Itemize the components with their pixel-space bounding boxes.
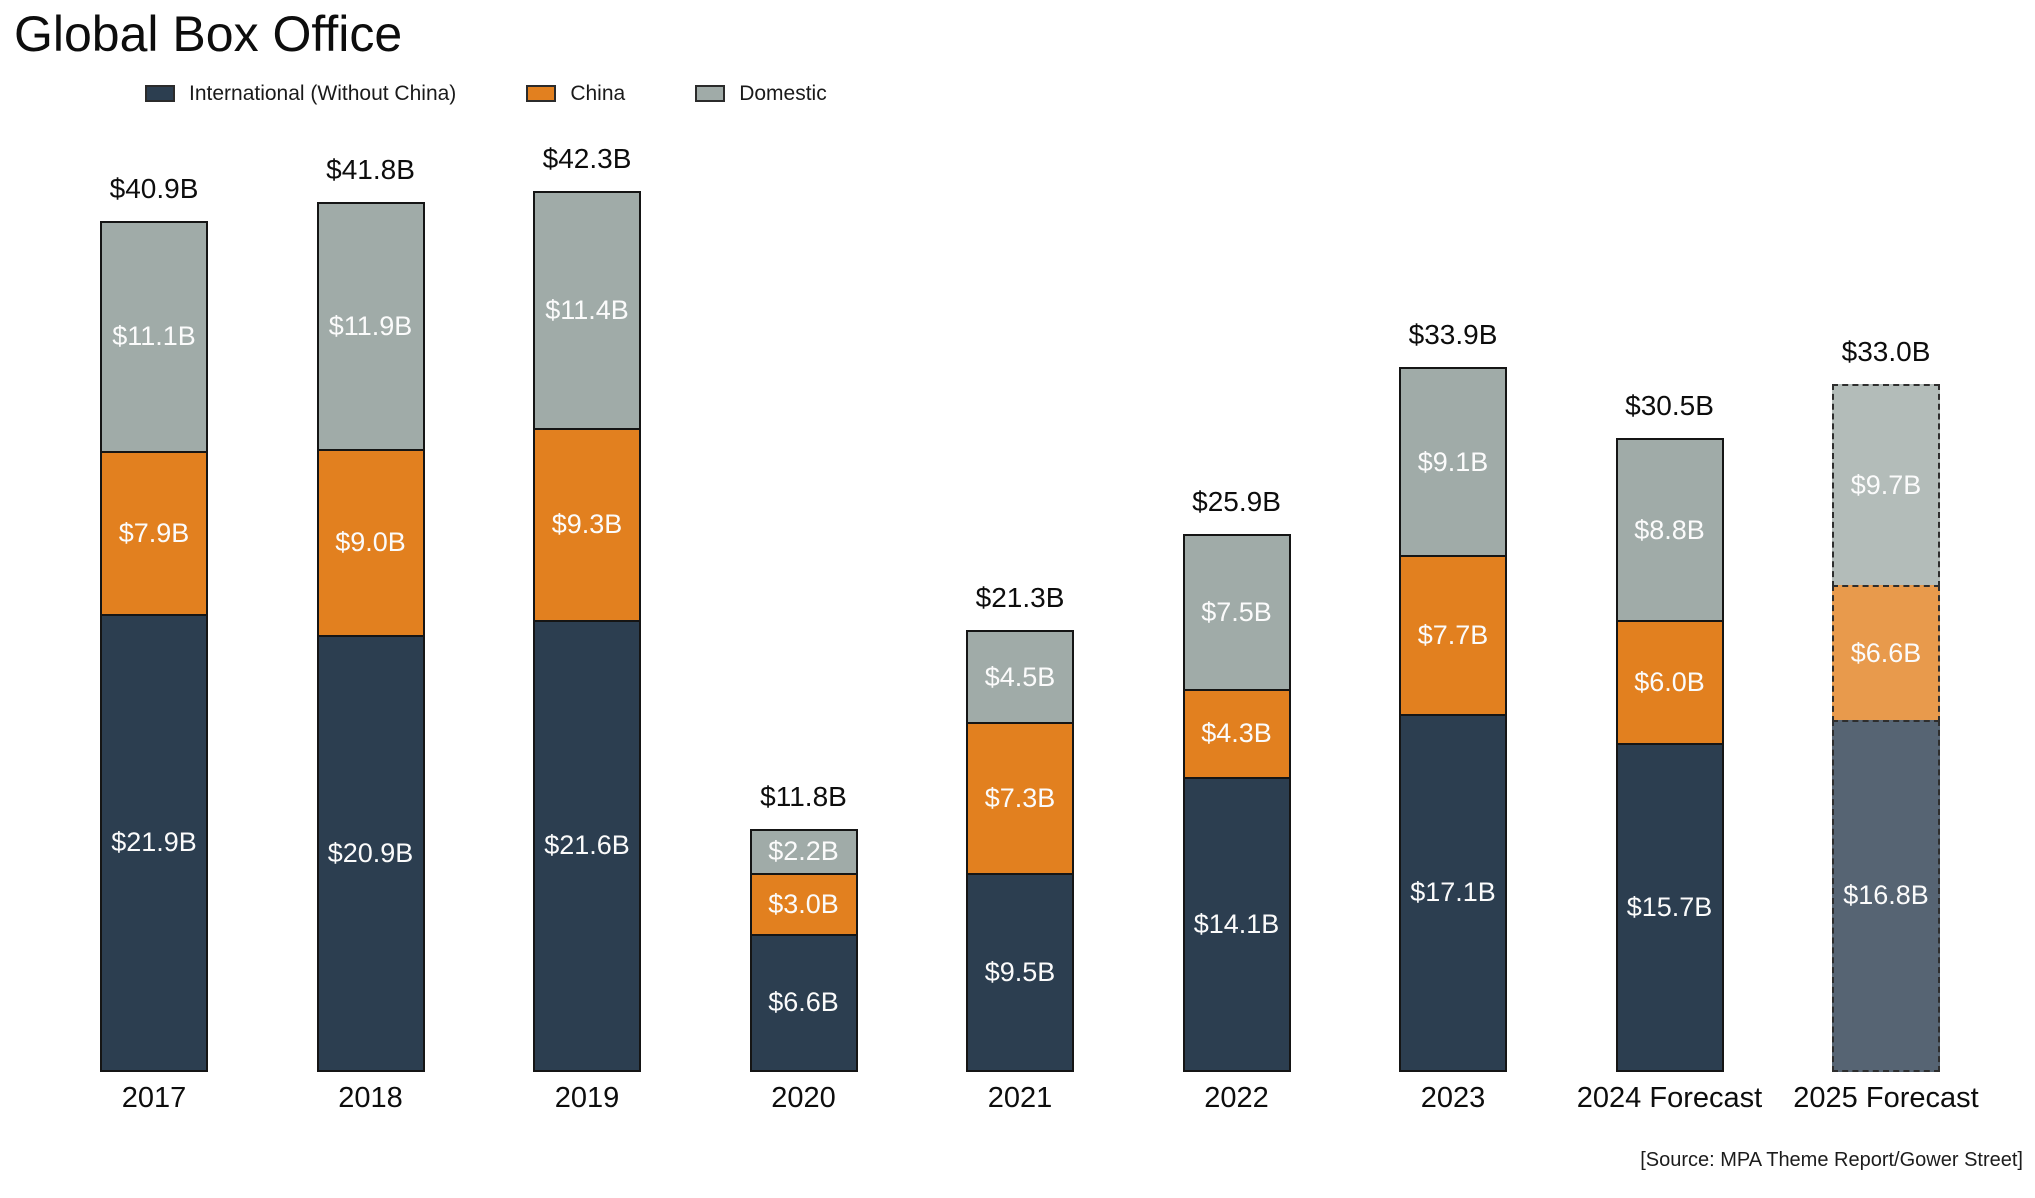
segment-china: $7.7B: [1399, 555, 1507, 717]
segment-china: $4.3B: [1182, 688, 1291, 779]
segment-china: $9.3B: [533, 427, 641, 623]
segment-domestic: $9.7B: [1832, 383, 1940, 587]
segment-domestic: $8.8B: [1615, 438, 1724, 623]
legend-item: China: [526, 82, 625, 106]
legend-swatch-china: [526, 85, 557, 102]
segment-international: $16.8B: [1832, 720, 1940, 1072]
segment-domestic: $11.4B: [533, 191, 641, 430]
segment-domestic: $2.2B: [749, 828, 858, 875]
segment-china: $7.9B: [100, 450, 208, 616]
segment-domestic: $4.5B: [966, 630, 1074, 725]
stacked-bar-chart: $40.9B $11.1B $7.9B $21.9B 2017 $41.8B $11.9B $…: [0, 110, 2035, 1118]
bar-total-label: $40.9B: [109, 172, 199, 204]
x-axis-label: 2024 Forecast: [1576, 1081, 1763, 1114]
x-axis-label: 2023: [1420, 1081, 1486, 1114]
bar-column-2019: $42.3B $11.4B $9.3B $21.6B 2019: [533, 143, 641, 1117]
segment-international: $9.5B: [966, 873, 1074, 1072]
segment-international: $20.9B: [316, 634, 425, 1072]
segment-international: $6.6B: [749, 933, 858, 1072]
bar-column-2020: $11.8B $2.2B $3.0B $6.6B 2020: [749, 780, 858, 1118]
legend-label: Domestic: [739, 81, 827, 105]
bar-total-label: $41.8B: [326, 153, 415, 185]
bar-total-label: $21.3B: [975, 582, 1065, 614]
segment-international: $17.1B: [1399, 714, 1507, 1072]
x-axis-label: 2019: [554, 1081, 620, 1114]
segment-domestic: $11.1B: [100, 220, 208, 453]
legend: International (Without China) China Domest…: [145, 82, 2035, 106]
segment-international: $15.7B: [1615, 743, 1724, 1072]
bar-total-label: $30.5B: [1625, 390, 1714, 422]
legend-item: Domestic: [695, 82, 827, 106]
x-axis-label: 2018: [338, 1081, 403, 1114]
legend-item: International (Without China): [145, 82, 456, 106]
x-axis-label: 2020: [771, 1081, 836, 1114]
bar-total-label: $25.9B: [1192, 486, 1281, 518]
bar-total-label: $42.3B: [542, 143, 632, 175]
legend-swatch-international: [145, 85, 175, 102]
legend-label: International (Without China): [189, 81, 457, 105]
bar-total-label: $11.8B: [760, 780, 847, 812]
x-axis-label: 2025 Forecast: [1793, 1081, 1979, 1114]
bar-column-2022: $25.9B $7.5B $4.3B $14.1B 2022: [1182, 486, 1291, 1117]
bar-column-2018: $41.8B $11.9B $9.0B $20.9B 2018: [316, 153, 425, 1118]
bar-total-label: $33.0B: [1841, 335, 1931, 367]
bar-column-2017: $40.9B $11.1B $7.9B $21.9B 2017: [100, 173, 208, 1118]
legend-label: China: [570, 81, 626, 105]
segment-international: $14.1B: [1182, 776, 1291, 1072]
segment-china: $6.0B: [1615, 620, 1724, 746]
segment-china: $3.0B: [749, 872, 858, 936]
segment-china: $7.3B: [966, 722, 1074, 875]
x-axis-label: 2017: [121, 1081, 187, 1114]
x-axis-label: 2022: [1204, 1081, 1269, 1114]
segment-domestic: $11.9B: [316, 201, 425, 451]
bar-total-label: $33.9B: [1408, 319, 1498, 351]
bar-column-2021: $21.3B $4.5B $7.3B $9.5B 2021: [966, 582, 1074, 1117]
bar-column-2025: $33.0B $9.7B $6.6B $16.8B 2025 Forecast: [1793, 335, 1978, 1118]
bar-column-2024: $30.5B $8.8B $6.0B $15.7B 2024 Forecast: [1577, 390, 1762, 1117]
segment-china: $6.6B: [1832, 584, 1940, 723]
source-note: [Source: MPA Theme Report/Gower Street]: [1640, 1149, 2023, 1171]
legend-swatch-domestic: [695, 85, 726, 102]
page-title: Global Box Office: [14, 6, 403, 62]
segment-china: $9.0B: [316, 448, 425, 637]
segment-domestic: $7.5B: [1182, 534, 1291, 691]
x-axis-label: 2021: [987, 1081, 1053, 1114]
segment-international: $21.9B: [100, 613, 208, 1072]
segment-domestic: $9.1B: [1399, 367, 1507, 558]
segment-international: $21.6B: [533, 620, 641, 1072]
bar-column-2023: $33.9B $9.1B $7.7B $17.1B 2023: [1399, 319, 1507, 1117]
